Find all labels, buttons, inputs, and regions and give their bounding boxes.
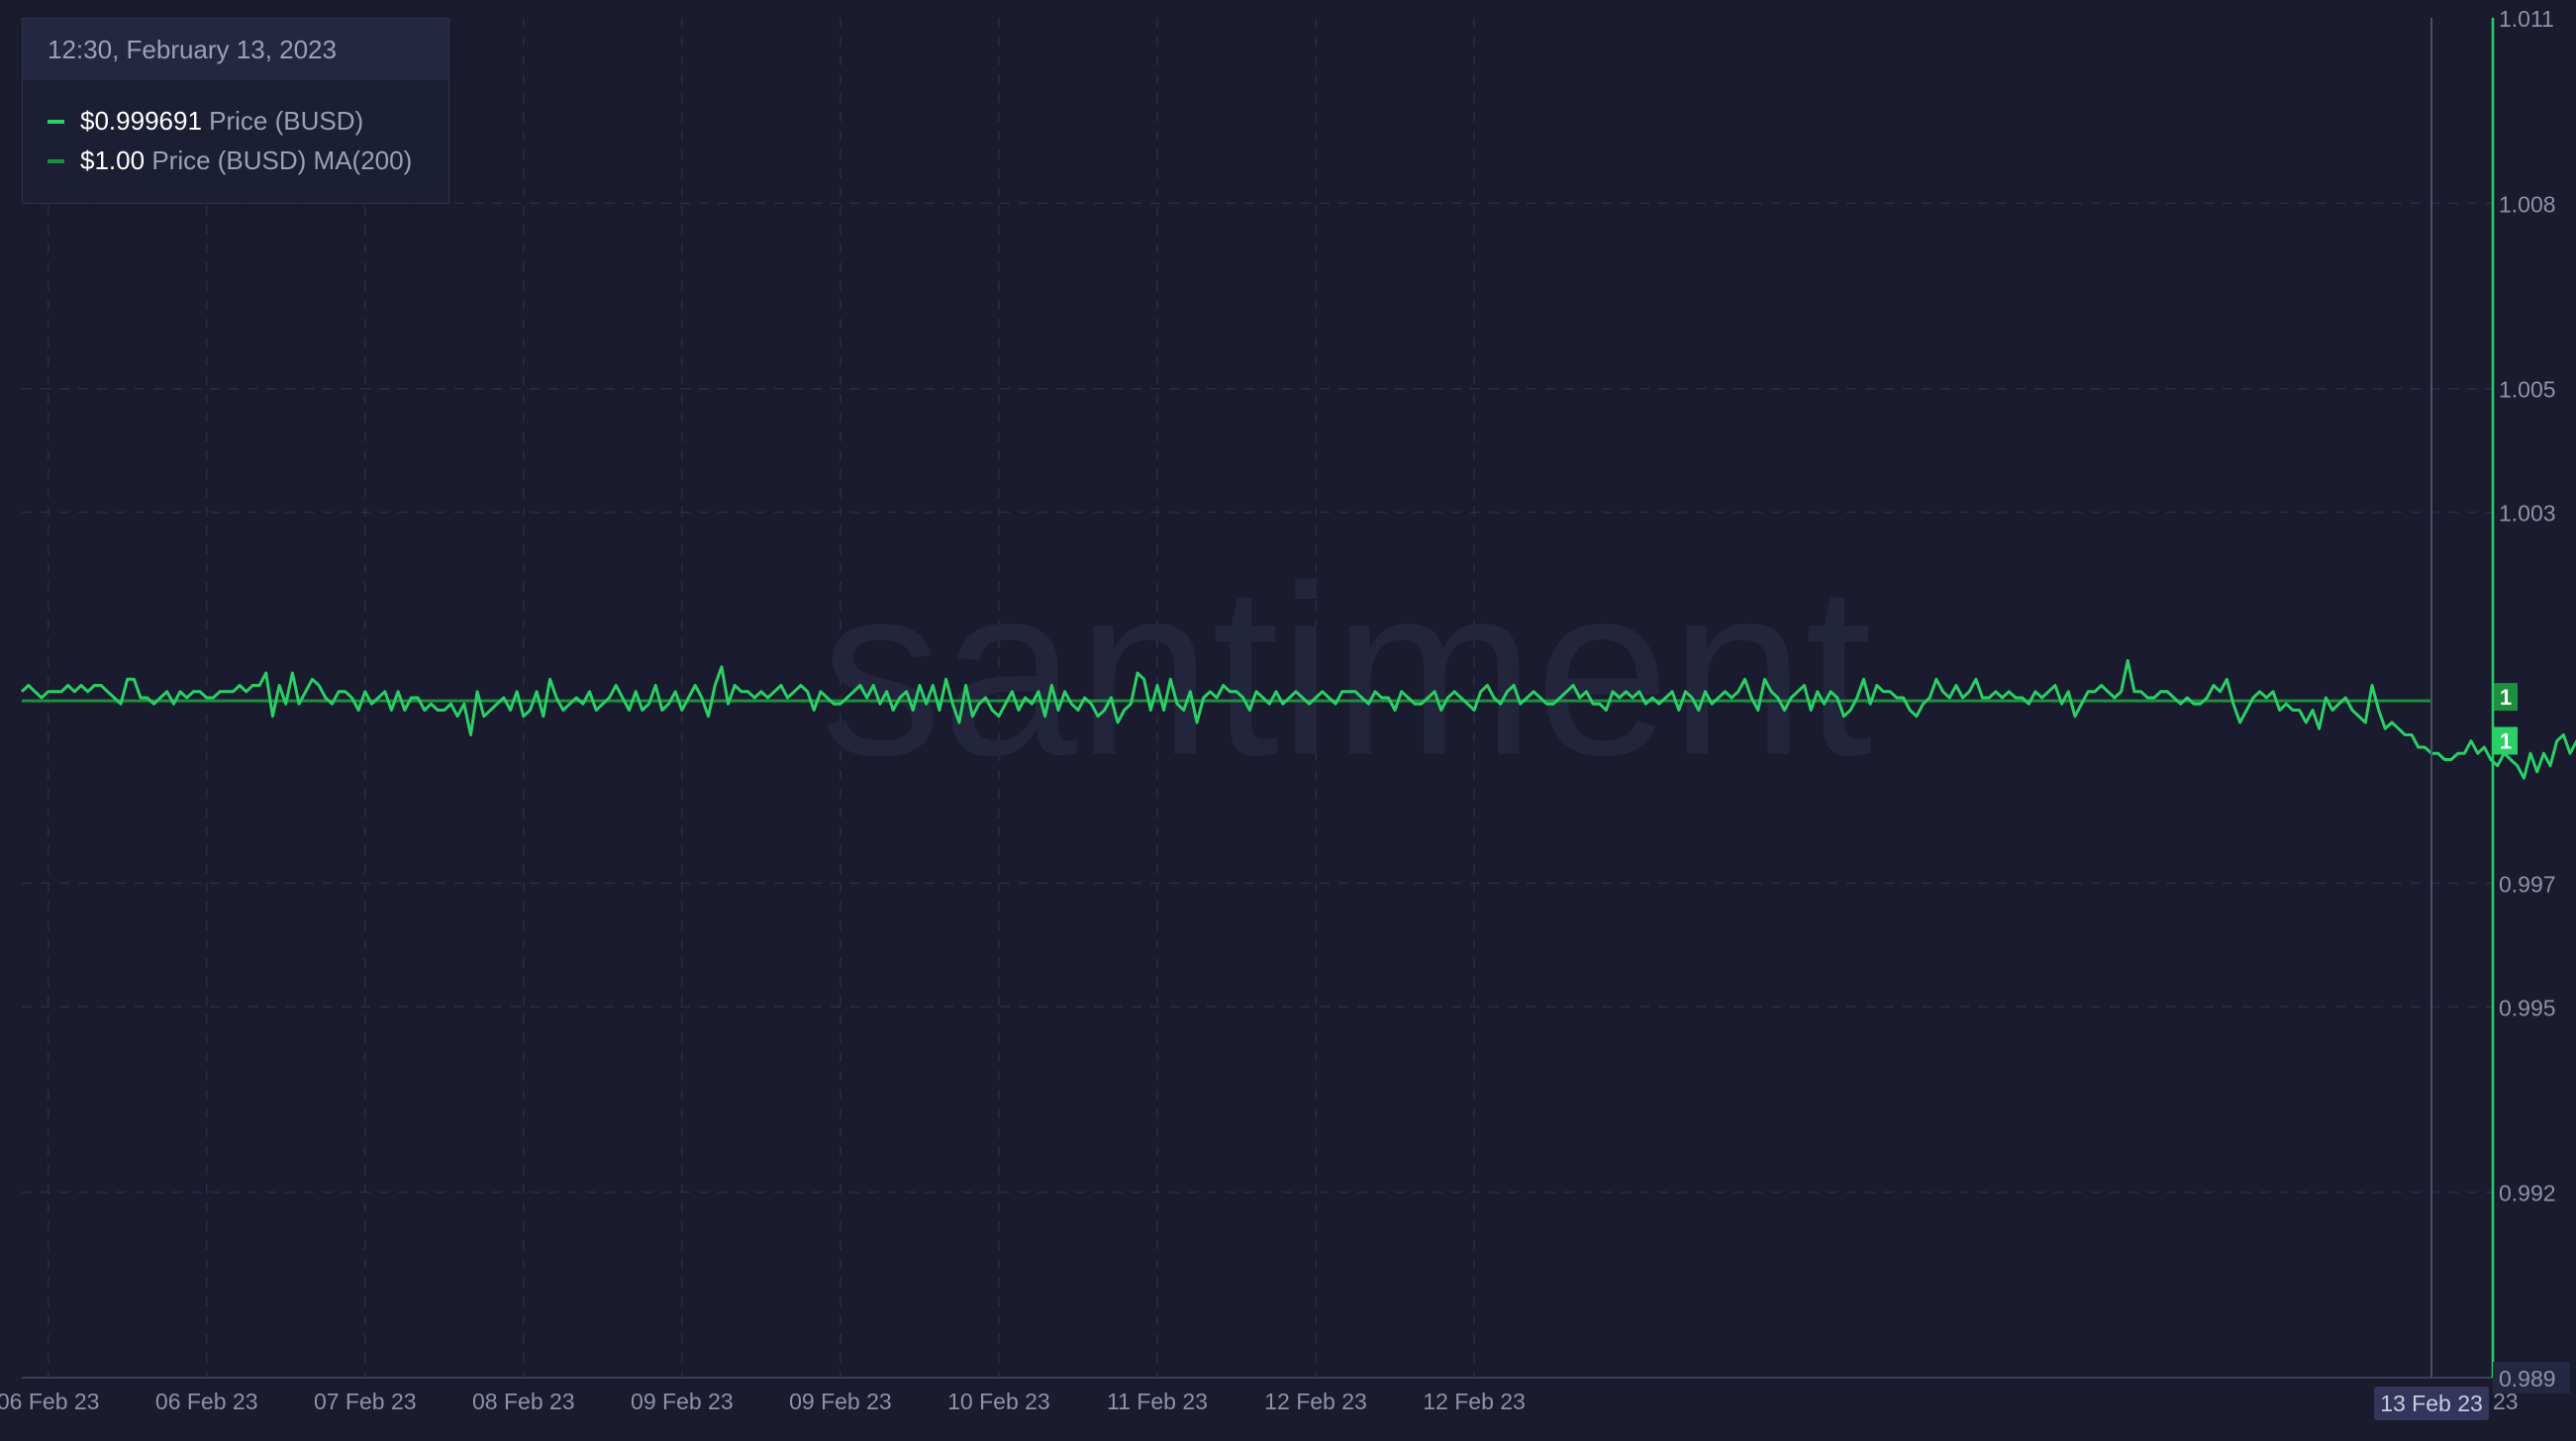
- price-legend-swatch: [48, 119, 64, 124]
- tooltip-row-price: $0.999691 Price (BUSD): [48, 106, 363, 137]
- tooltip-timestamp: 12:30, February 13, 2023: [23, 19, 448, 80]
- crosshair: 13 Feb 23 23: [2374, 18, 2519, 1420]
- price-line: [20, 659, 2576, 780]
- y-tick-label: 1.008: [2499, 191, 2556, 217]
- tooltip-price-label: Price (BUSD): [209, 106, 364, 136]
- watermark: santiment: [821, 534, 1872, 806]
- ma-legend-swatch: [48, 158, 64, 163]
- last-value-badge: [2494, 683, 2518, 712]
- last-value-badge-label: 1: [2500, 728, 2512, 753]
- x-tick-label: 12 Feb 23: [1423, 1389, 1526, 1414]
- x-tick-label: 07 Feb 23: [314, 1389, 417, 1414]
- y-tick-label: 0.995: [2499, 995, 2556, 1020]
- last-value-badge: [2494, 726, 2518, 755]
- y-tick-label: 1.011: [2499, 6, 2554, 32]
- y-axis-ticks: 1.011 1.008 1.005 1.003 0.997 0.995 0.992 0.989: [2493, 6, 2570, 1393]
- last-value-badge-label: 1: [2500, 685, 2512, 710]
- x-tick-label: 10 Feb 23: [947, 1389, 1050, 1414]
- y-tick-label: 0.992: [2499, 1181, 2556, 1206]
- x-tick-label: 06 Feb 23: [0, 1389, 99, 1414]
- x-tick-label: 08 Feb 23: [472, 1389, 575, 1414]
- y-tick-label: 0.997: [2499, 871, 2556, 897]
- tooltip-price-value: $0.999691: [80, 106, 202, 136]
- x-tick-label: 09 Feb 23: [789, 1389, 892, 1414]
- y-tick-label: 1.005: [2499, 377, 2556, 403]
- x-tick-label: 09 Feb 23: [631, 1389, 734, 1414]
- x-tick-label-partial: 23: [2493, 1389, 2519, 1414]
- y-bottom-label-box: [2493, 1362, 2570, 1393]
- tooltip-row-ma: $1.00 Price (BUSD) MA(200): [48, 145, 412, 176]
- cursor-date-label: 13 Feb 23: [2380, 1391, 2483, 1416]
- last-value-badges: 11: [2494, 683, 2518, 755]
- axes: [22, 18, 2495, 1379]
- x-tick-label: 11 Feb 23: [1107, 1389, 1208, 1414]
- cursor-date-box: [2374, 1387, 2489, 1420]
- chart-tooltip: 12:30, February 13, 2023 $0.999691 Price…: [22, 18, 449, 204]
- y-tick-label: 1.003: [2499, 501, 2556, 527]
- x-tick-label: 06 Feb 23: [155, 1389, 258, 1414]
- tooltip-ma-label: Price (BUSD) MA(200): [151, 145, 413, 175]
- grid: [22, 18, 2493, 1378]
- x-tick-label: 12 Feb 23: [1264, 1389, 1367, 1414]
- x-axis-ticks: 06 Feb 23 06 Feb 23 07 Feb 23 08 Feb 23 09 F…: [0, 1389, 1526, 1414]
- tooltip-ma-value: $1.00: [80, 145, 146, 175]
- price-series: [20, 659, 2576, 780]
- y-bottom-tick-label: 0.989: [2499, 1366, 2556, 1392]
